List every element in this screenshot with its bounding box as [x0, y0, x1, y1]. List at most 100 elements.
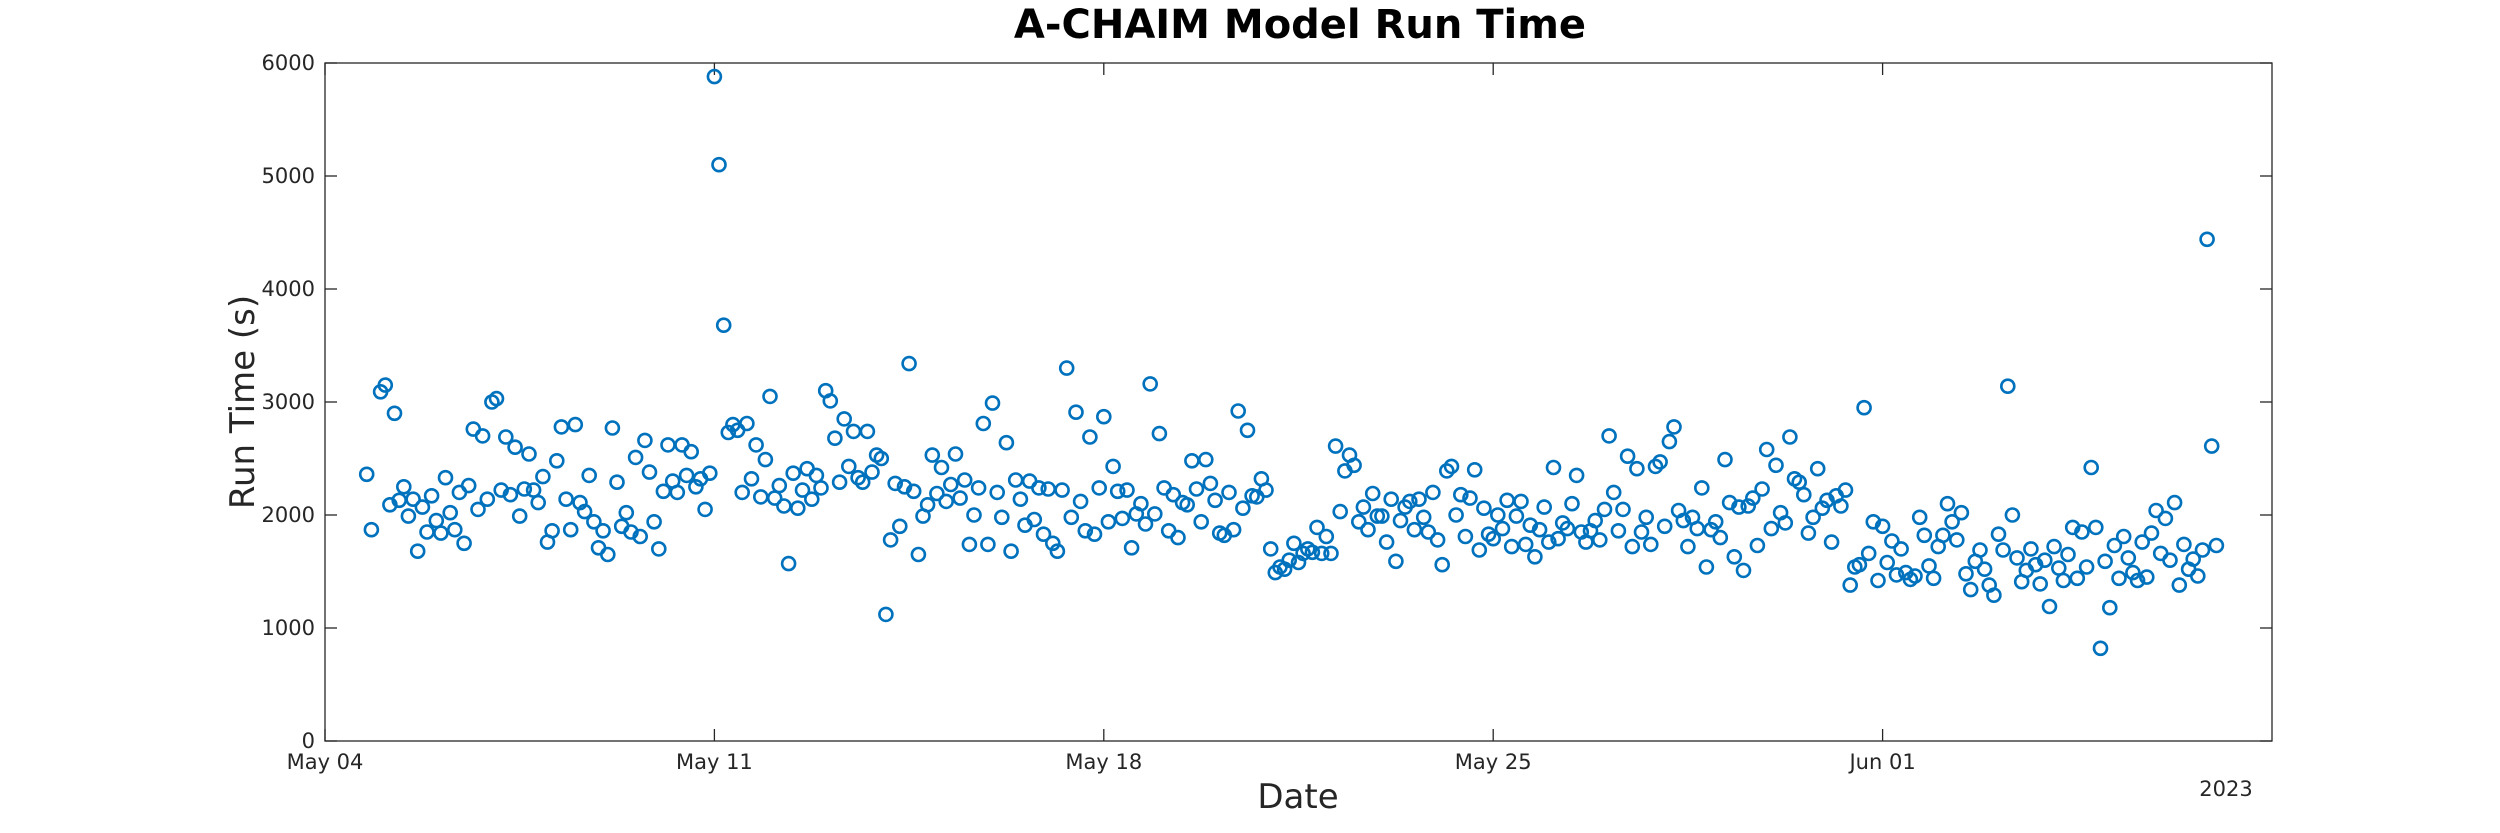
data-point — [1355, 499, 1372, 515]
data-point — [1995, 542, 2011, 558]
data-point — [873, 450, 890, 467]
data-point — [706, 68, 723, 85]
data-point — [961, 536, 978, 553]
data-point — [502, 486, 519, 503]
data-point — [1453, 486, 1469, 503]
data-point — [609, 474, 625, 491]
x-tick-label: May 18 — [1065, 750, 1142, 774]
data-point — [1712, 529, 1729, 546]
data-point — [1096, 408, 1112, 425]
data-point — [1740, 498, 1756, 514]
data-point — [1531, 521, 1548, 538]
data-point — [2004, 507, 2021, 523]
data-point — [771, 477, 788, 494]
data-point — [419, 524, 435, 540]
data-point — [1109, 483, 1126, 500]
data-point — [2000, 378, 2016, 395]
data-point — [794, 482, 811, 498]
data-point — [1624, 538, 1641, 555]
data-point — [1448, 507, 1464, 523]
data-point — [2115, 528, 2132, 545]
data-point — [595, 522, 611, 539]
data-point — [864, 464, 880, 480]
data-point — [952, 490, 968, 506]
data-point — [1123, 539, 1140, 556]
data-point — [1587, 512, 1603, 529]
data-point — [1193, 513, 1209, 530]
data-point — [1921, 558, 1937, 574]
data-points — [358, 68, 2225, 657]
data-point — [1745, 490, 1761, 506]
data-point — [947, 446, 964, 462]
data-point — [1086, 526, 1103, 543]
data-point — [2111, 570, 2127, 587]
data-point — [405, 491, 421, 508]
data-point — [1457, 528, 1474, 545]
data-point — [1911, 509, 1928, 526]
data-point — [1842, 577, 1858, 593]
data-point — [831, 474, 848, 491]
data-point — [938, 493, 955, 510]
data-point — [845, 423, 862, 440]
data-point — [1221, 484, 1237, 501]
data-point — [748, 437, 764, 453]
data-point — [363, 521, 380, 538]
y-tick-label: 2000 — [262, 503, 315, 527]
data-point — [2009, 550, 2025, 566]
data-point — [400, 508, 417, 524]
data-point — [1165, 486, 1182, 503]
data-point — [1990, 526, 2007, 543]
x-tick-label: May 25 — [1455, 750, 1532, 774]
data-point — [1378, 534, 1395, 550]
data-point — [1147, 506, 1163, 522]
data-point — [1281, 552, 1297, 569]
x-tick-label: May 11 — [676, 750, 753, 774]
data-point — [1035, 526, 1052, 543]
data-point — [757, 451, 774, 468]
data-point — [2157, 510, 2174, 527]
data-point — [2023, 541, 2039, 557]
data-point — [1323, 545, 1339, 562]
data-point — [776, 498, 792, 514]
data-point — [1925, 570, 1942, 587]
data-point — [803, 491, 820, 508]
data-point — [1202, 475, 1219, 492]
data-point — [1944, 513, 1960, 530]
data-point — [433, 525, 449, 541]
data-point — [1119, 482, 1135, 498]
data-point — [1749, 537, 1766, 554]
data-point — [446, 521, 463, 538]
data-point — [581, 467, 598, 484]
data-point — [980, 536, 996, 553]
data-point — [2092, 640, 2109, 657]
data-point — [1503, 538, 1520, 555]
data-point — [1601, 428, 1617, 444]
data-point — [2083, 459, 2099, 476]
data-point — [1656, 518, 1673, 535]
data-point — [599, 546, 616, 563]
data-point — [2069, 570, 2086, 587]
data-point — [1860, 545, 1877, 562]
data-point — [1633, 524, 1650, 540]
y-axis: 0 1000 2000 3000 4000 5000 6000 — [262, 51, 2272, 753]
data-point — [1805, 509, 1821, 526]
data-point — [2055, 572, 2072, 589]
data-point — [1494, 520, 1511, 537]
data-point — [395, 478, 412, 495]
x-tick-label: Jun 01 — [1847, 750, 1915, 774]
data-point — [1884, 533, 1900, 549]
data-point — [414, 499, 431, 515]
data-point — [970, 480, 987, 496]
data-point — [1986, 587, 2002, 604]
data-point — [752, 489, 769, 505]
data-point — [1388, 553, 1404, 570]
data-point — [470, 501, 486, 518]
data-point — [1351, 513, 1367, 530]
data-point — [2208, 537, 2225, 554]
data-point — [2176, 536, 2192, 553]
data-point — [1026, 511, 1043, 528]
data-point — [442, 504, 459, 521]
data-point — [2203, 438, 2220, 454]
data-point — [1758, 441, 1775, 458]
data-point — [521, 446, 537, 462]
